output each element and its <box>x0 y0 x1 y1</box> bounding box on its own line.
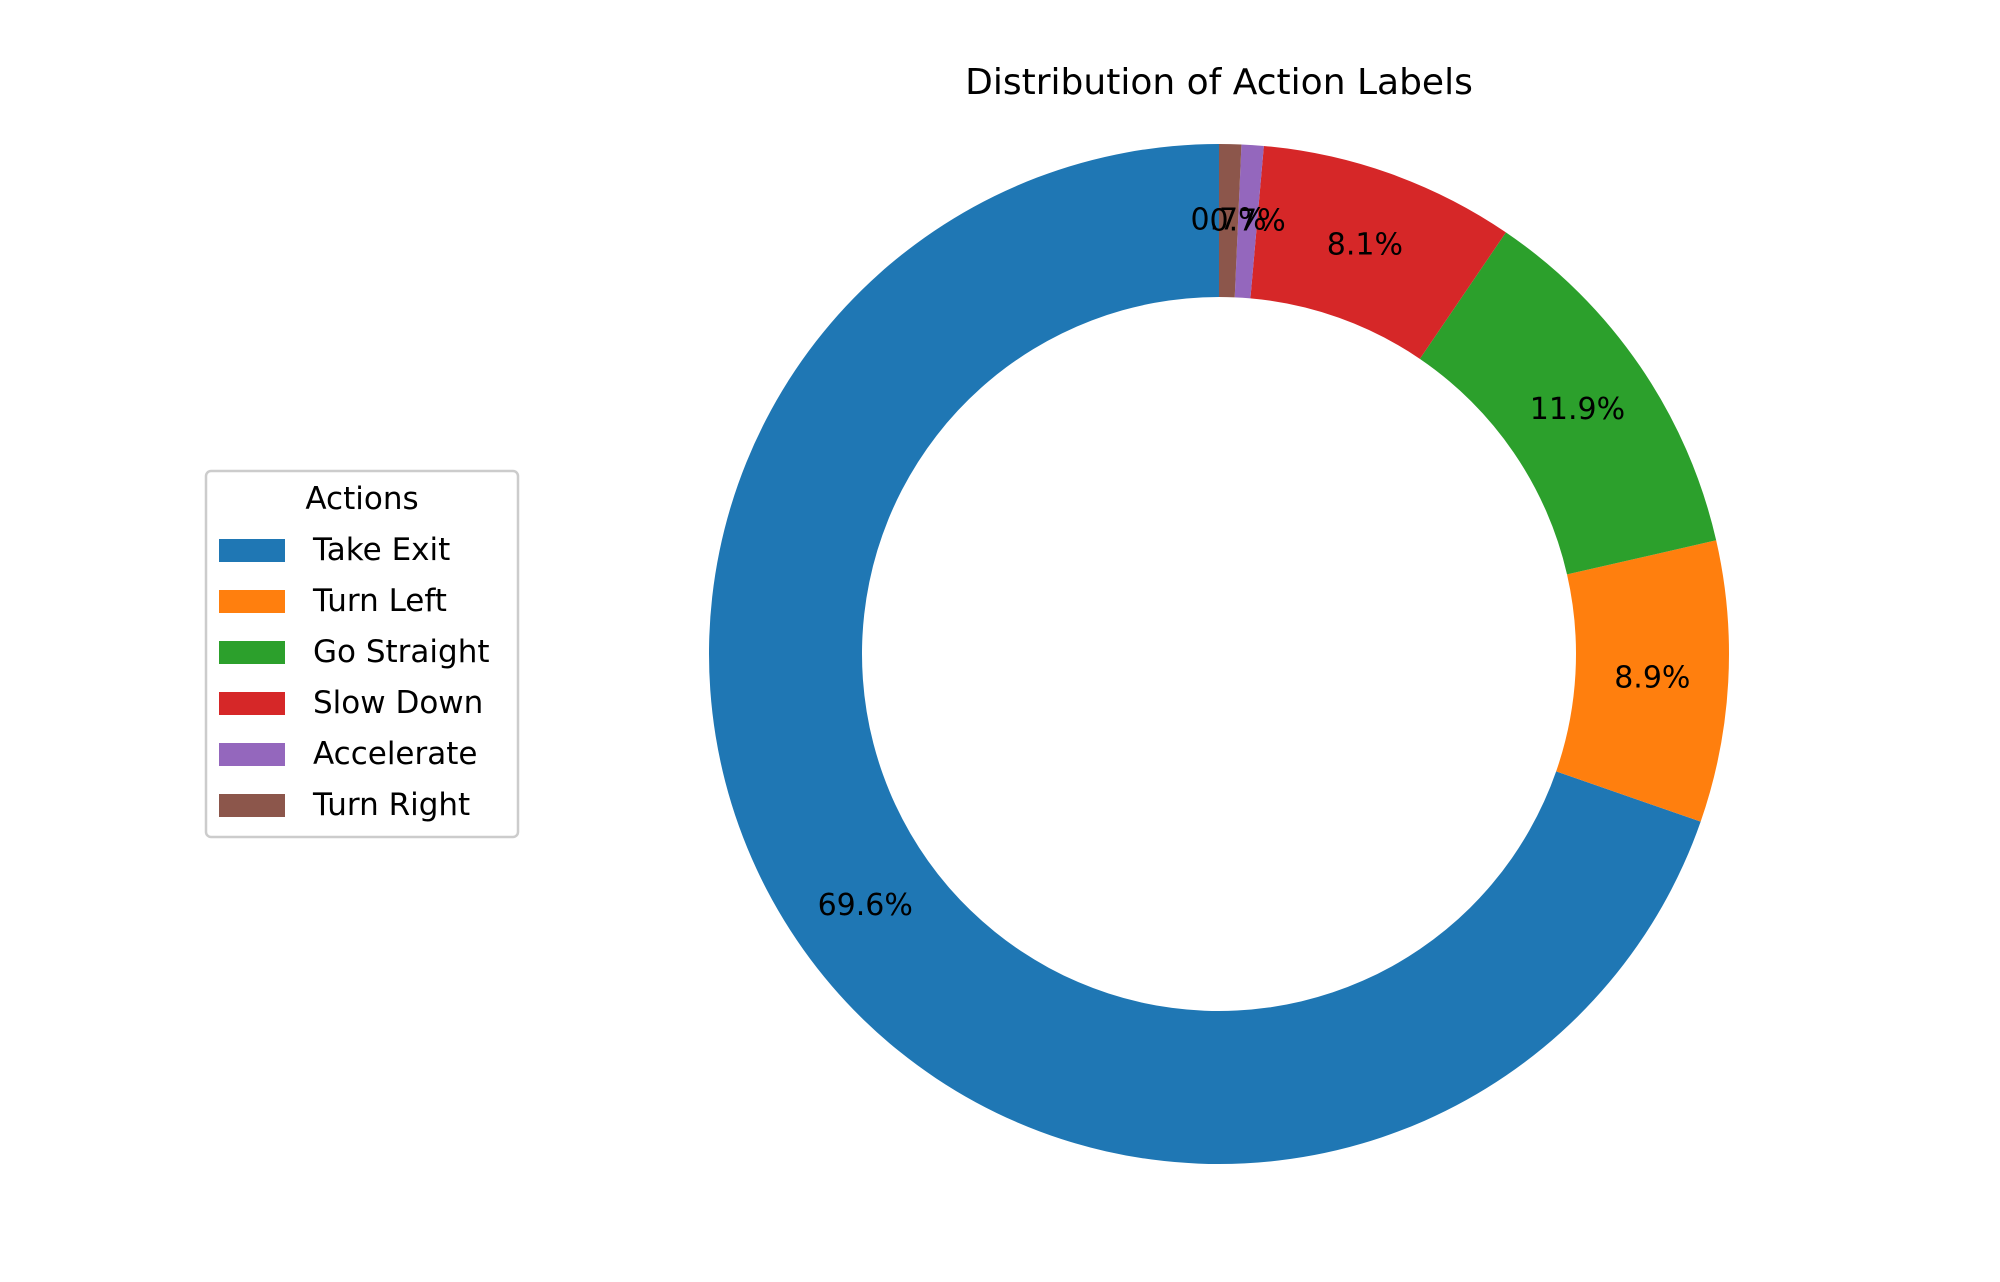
legend-swatch-go-straight <box>219 641 285 664</box>
legend-title: Actions <box>305 481 418 517</box>
chart-title: Distribution of Action Labels <box>965 62 1473 103</box>
legend-label-slow-down: Slow Down <box>313 685 483 721</box>
legend-swatch-turn-left <box>219 590 285 613</box>
slice-accelerate <box>1234 144 1264 299</box>
slices-layer <box>709 144 1729 1165</box>
legend-items: Take Exit Turn Left Go Straight Slow Down Ac… <box>219 532 490 823</box>
percent-label-turn-right: 0.7% <box>1190 203 1266 238</box>
legend-swatch-turn-right <box>219 794 285 817</box>
legend-label-accelerate: Accelerate <box>313 736 477 772</box>
legend-label-turn-right: Turn Right <box>312 787 470 823</box>
slice-turn-left <box>1556 540 1729 822</box>
slice-go-straight <box>1419 232 1717 575</box>
percent-label-go-straight: 11.9% <box>1530 392 1625 427</box>
percent-label-turn-left: 8.9% <box>1614 660 1690 695</box>
percent-label-slow-down: 8.1% <box>1327 228 1403 263</box>
legend-swatch-take-exit <box>219 539 285 562</box>
slice-turn-right <box>1219 144 1242 298</box>
legend-swatch-slow-down <box>219 692 285 715</box>
slice-slow-down <box>1250 145 1506 359</box>
legend-swatch-accelerate <box>219 743 285 766</box>
slice-take-exit <box>709 144 1701 1165</box>
percent-label-accelerate: 0.7% <box>1210 203 1286 238</box>
legend-label-turn-left: Turn Left <box>312 583 447 619</box>
percent-labels-layer: 69.6% 8.9% 11.9% 8.1% 0.7%0.7% <box>818 203 1691 923</box>
percent-label-take-exit: 69.6% <box>818 888 913 923</box>
legend: Actions Take Exit Turn Left Go Straight Slo… <box>204 469 520 839</box>
legend-label-take-exit: Take Exit <box>312 532 450 568</box>
legend-label-go-straight: Go Straight <box>313 634 490 670</box>
